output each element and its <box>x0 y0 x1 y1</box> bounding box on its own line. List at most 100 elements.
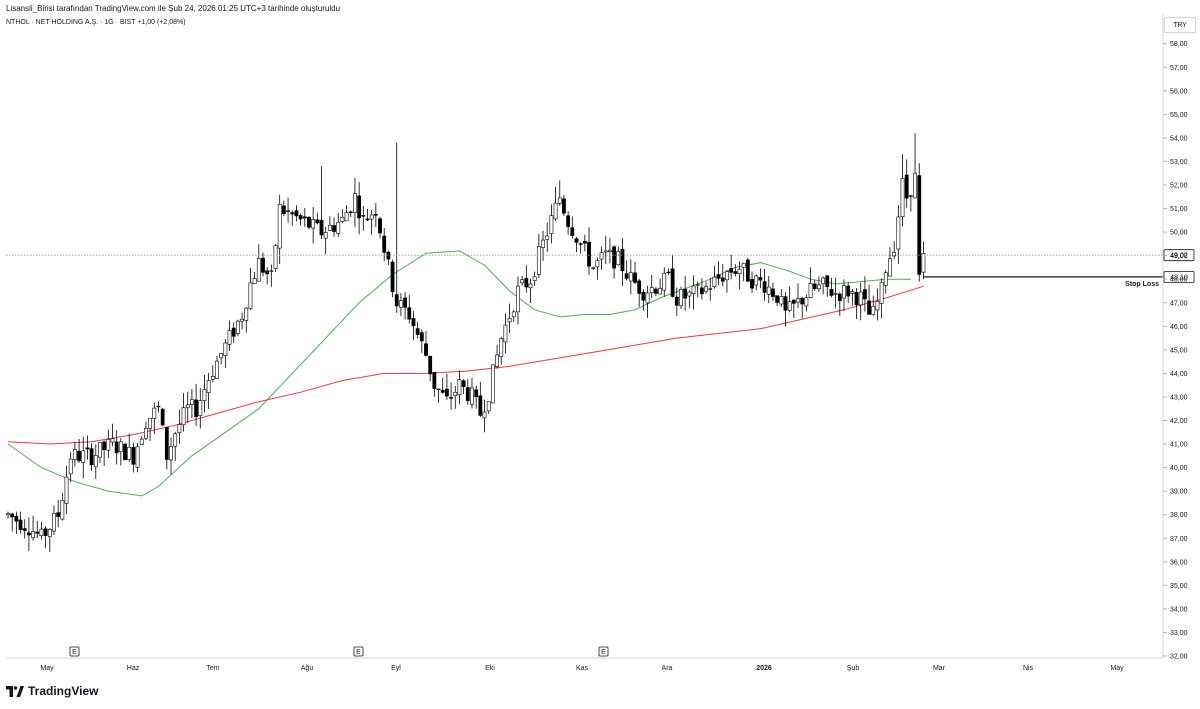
candle-body <box>566 215 571 227</box>
price-tick-label: 58,00 <box>1170 41 1188 48</box>
candle-body <box>332 225 336 232</box>
candle-body <box>344 212 349 222</box>
candle-body <box>695 284 700 286</box>
candle-body <box>616 250 621 266</box>
earnings-marker: E <box>353 646 364 657</box>
price-tick-label: 35,00 <box>1170 583 1188 590</box>
brand[interactable]: TradingView <box>6 684 98 698</box>
currency-selector[interactable]: TRY <box>1164 17 1196 33</box>
candle <box>202 374 207 413</box>
candle-body <box>771 288 775 297</box>
candle <box>495 344 499 369</box>
candle-body <box>875 300 880 311</box>
candle <box>683 276 688 311</box>
candle-body <box>365 218 370 221</box>
candle-body <box>478 395 483 416</box>
candle-body <box>428 355 433 375</box>
candle <box>336 212 341 237</box>
chart-caption: Lisansli_Birisi tarafından TradingView.c… <box>6 4 341 13</box>
candle-body <box>223 342 228 357</box>
candle <box>574 237 579 253</box>
candle <box>10 512 15 532</box>
candle-body <box>879 281 884 304</box>
candle <box>252 272 257 285</box>
candle-body <box>22 528 27 531</box>
candle <box>26 517 31 551</box>
candle-body <box>729 268 734 273</box>
candle <box>478 381 483 417</box>
earnings-marker: E <box>69 646 80 657</box>
candle-body <box>633 272 637 283</box>
candle <box>779 289 784 307</box>
candle-body <box>683 288 688 299</box>
candle-body <box>825 275 830 288</box>
candle <box>68 451 73 483</box>
price-tick-label: 50,00 <box>1170 230 1188 237</box>
candle <box>800 296 805 319</box>
candle-body <box>432 372 437 389</box>
candle-body <box>821 277 826 285</box>
candle-body <box>269 270 274 272</box>
symbol-info[interactable]: NTHOL · NET HOLDİNG A.Ş. · 1G · BIST +1,… <box>6 19 186 26</box>
candle-body <box>373 213 378 216</box>
price-badge-label: 48,10 <box>1170 274 1188 281</box>
candle-body <box>348 211 353 213</box>
candle-body <box>453 391 458 397</box>
candle <box>210 365 215 383</box>
time-tick-label: May <box>40 665 54 672</box>
price-tick-label: 33,00 <box>1170 630 1188 637</box>
candle <box>628 259 633 295</box>
candle-body <box>60 499 65 520</box>
candle-body <box>545 235 550 240</box>
candle <box>917 163 922 282</box>
candle <box>503 313 508 354</box>
candle-body <box>340 216 345 222</box>
candle <box>332 217 336 237</box>
candle <box>340 209 345 224</box>
candle <box>624 260 629 281</box>
candle-body <box>649 287 654 293</box>
candle <box>532 271 537 286</box>
candle <box>357 182 362 235</box>
long-moving-average <box>7 285 924 445</box>
candle <box>858 282 863 321</box>
candle <box>729 254 734 280</box>
candle-body <box>206 380 211 393</box>
candle <box>39 521 44 540</box>
price-tick-label: 39,00 <box>1170 489 1188 496</box>
candle-body <box>190 399 194 405</box>
candle-body <box>662 272 667 291</box>
candle-body <box>862 289 867 300</box>
candle <box>599 246 604 270</box>
candle <box>637 278 642 307</box>
candle <box>645 285 650 318</box>
price-tick-label: 53,00 <box>1170 159 1188 166</box>
candle-body <box>474 389 479 398</box>
candle <box>273 244 278 273</box>
candle <box>750 271 754 293</box>
candle <box>323 226 328 255</box>
candle <box>93 444 98 479</box>
candle-body <box>574 238 579 243</box>
candle <box>854 288 859 320</box>
candle-body <box>85 447 90 450</box>
candle <box>562 194 566 216</box>
candle-body <box>603 250 608 253</box>
candle-body <box>867 300 871 315</box>
time-tick-label: May <box>1110 665 1124 672</box>
candle-body <box>482 411 487 419</box>
candle-body <box>511 311 516 318</box>
candle-body <box>307 217 311 228</box>
candle-body <box>273 245 278 269</box>
candle <box>156 401 161 413</box>
candle-body <box>591 267 596 269</box>
price-tick-label: 40,00 <box>1170 465 1188 472</box>
candle-body <box>620 248 625 272</box>
candle <box>302 208 307 227</box>
candle <box>52 505 56 536</box>
price-tick-label: 38,00 <box>1170 512 1188 519</box>
candle-body <box>783 296 788 311</box>
candle <box>896 205 901 264</box>
candle <box>821 276 826 295</box>
